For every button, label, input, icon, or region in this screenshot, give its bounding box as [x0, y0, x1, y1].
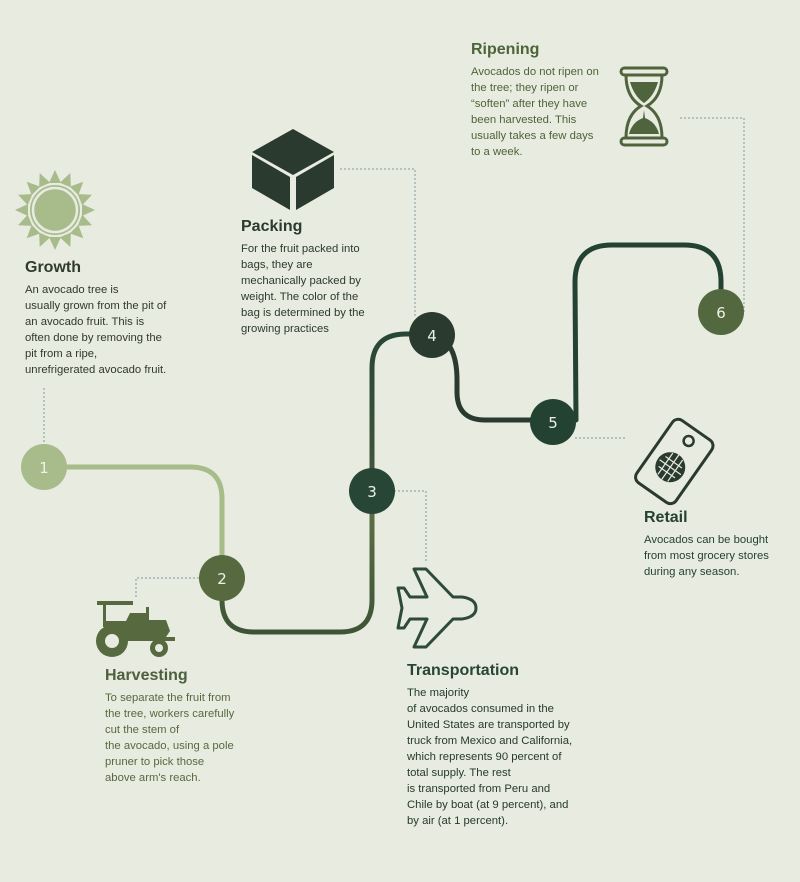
path-segment-1-2 [41, 464, 225, 559]
step-number-4: 4 [427, 327, 437, 345]
step-ripening: Ripening Avocados do not ripen on the tr… [471, 41, 621, 160]
step-description: An avocado tree is usually grown from th… [25, 284, 167, 376]
connector-harvesting [135, 577, 199, 598]
step-number-5: 5 [548, 414, 558, 432]
connector-transportation [394, 490, 427, 562]
step-node-5[interactable]: 5 [530, 399, 576, 445]
path-segment-2-3 [219, 488, 375, 635]
sun-icon [15, 170, 95, 250]
hourglass-icon [619, 66, 669, 147]
step-title: Retail [644, 509, 688, 526]
step-description: For the fruit packed into bags, they are… [241, 243, 365, 335]
step-node-1[interactable]: 1 [21, 444, 67, 490]
path-segment-3-4 [369, 331, 435, 494]
step-title: Packing [241, 218, 303, 235]
step-node-2[interactable]: 2 [199, 555, 245, 601]
step-number-6: 6 [716, 304, 726, 322]
step-description: To separate the fruit from the tree, wor… [105, 692, 235, 784]
step-number-3: 3 [367, 483, 377, 501]
step-growth: Growth An avocado tree is usually grown … [25, 259, 215, 378]
step-title: Ripening [471, 41, 540, 58]
step-description: Avocados can be bought from most grocery… [644, 534, 769, 578]
step-node-3[interactable]: 3 [349, 468, 395, 514]
box-icon [252, 129, 334, 210]
step-node-6[interactable]: 6 [698, 289, 744, 335]
connector-lines [43, 117, 745, 598]
path-segment-5-6 [572, 242, 724, 423]
connector-ripening [680, 117, 745, 312]
step-number-2: 2 [217, 570, 227, 588]
step-description: The majority of avocados consumed in the… [407, 687, 573, 827]
process-path [41, 242, 724, 635]
step-transportation: Transportation The majority of avocados … [407, 662, 602, 829]
step-description: Avocados do not ripen on the tree; they … [471, 66, 599, 158]
airplane-icon [396, 567, 478, 649]
step-title: Transportation [407, 662, 520, 679]
step-number-1: 1 [39, 459, 49, 477]
step-node-4[interactable]: 4 [409, 312, 455, 358]
step-title: Growth [25, 259, 81, 276]
step-title: Harvesting [105, 667, 188, 684]
price-tag-icon [634, 417, 715, 506]
connector-packing [340, 168, 416, 318]
step-packing: Packing For the fruit packed into bags, … [241, 218, 406, 337]
step-retail: Retail Avocados can be bought from most … [644, 509, 794, 580]
step-harvesting: Harvesting To separate the fruit from th… [105, 667, 280, 786]
tractor-icon [96, 601, 175, 657]
